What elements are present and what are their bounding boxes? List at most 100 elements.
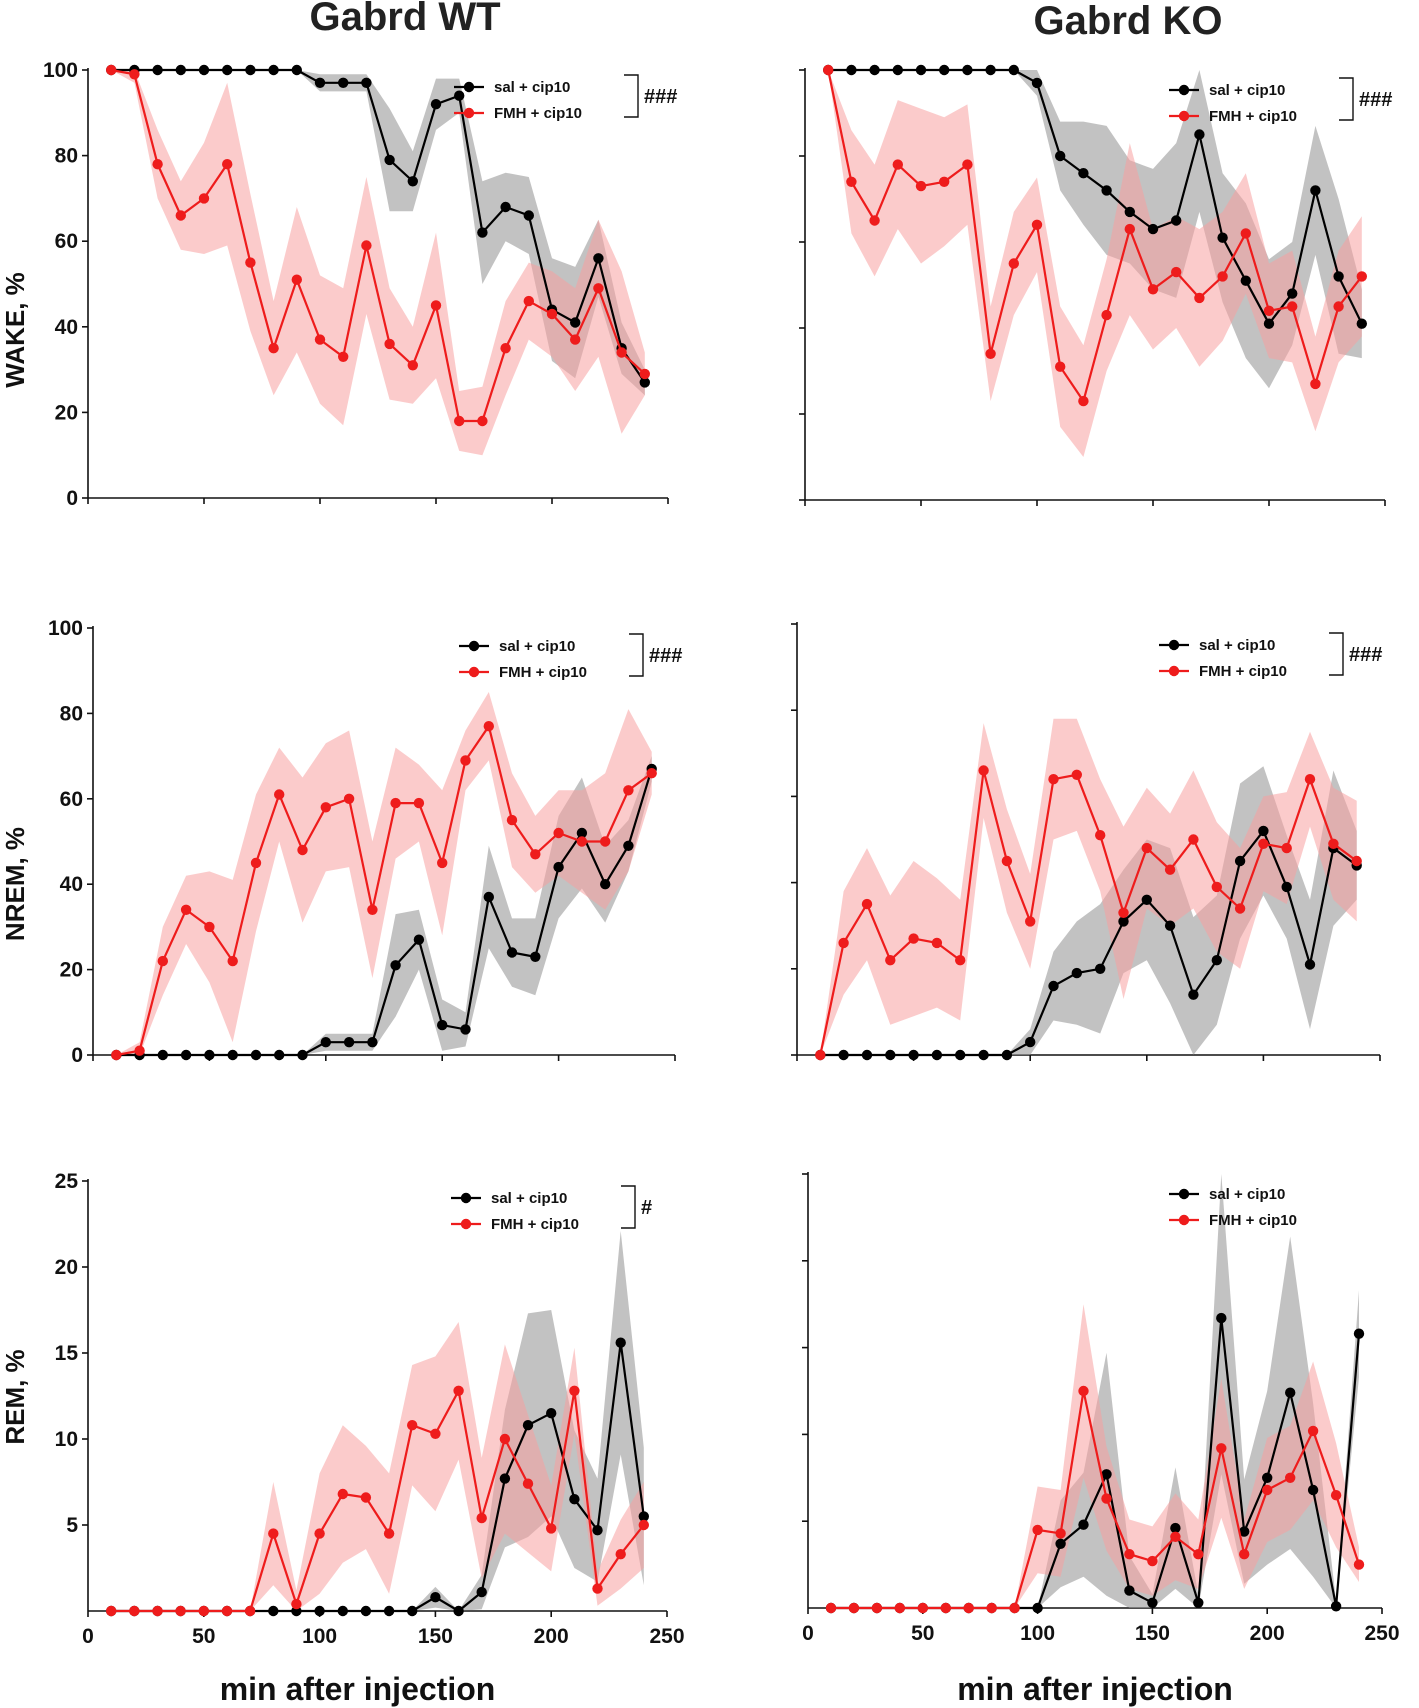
data-point-black bbox=[638, 1511, 649, 1522]
data-point-red bbox=[198, 193, 210, 204]
data-point-red bbox=[825, 1602, 837, 1614]
y-tick-label: 0 bbox=[66, 487, 78, 510]
data-point-black bbox=[338, 77, 349, 89]
data-point-red bbox=[1147, 1555, 1158, 1567]
data-point-black bbox=[639, 377, 650, 388]
data-point-red bbox=[1055, 361, 1066, 372]
data-point-black bbox=[314, 1605, 325, 1617]
sem-band-black bbox=[111, 70, 645, 396]
data-point-red bbox=[1307, 1425, 1319, 1437]
data-point-red bbox=[361, 240, 372, 251]
legend-marker-red bbox=[468, 666, 480, 678]
y-tick-label: 40 bbox=[55, 316, 78, 339]
data-point-red bbox=[939, 176, 950, 187]
data-point-black bbox=[570, 317, 581, 328]
y-tick-label: 0 bbox=[71, 1044, 83, 1067]
significance-bracket bbox=[629, 633, 644, 677]
y-axis-label: REM, % bbox=[0, 1349, 30, 1444]
legend-label-red: FMH + cip10 bbox=[491, 1216, 579, 1233]
data-point-red bbox=[407, 360, 418, 371]
data-point-red bbox=[430, 1428, 441, 1440]
x-tick-label: 200 bbox=[534, 1625, 569, 1648]
data-point-black bbox=[530, 951, 541, 962]
significance-marker: ### bbox=[1359, 89, 1392, 111]
data-point-red bbox=[1101, 309, 1112, 321]
data-point-red bbox=[616, 347, 627, 358]
data-point-black bbox=[892, 64, 903, 76]
data-point-red bbox=[1216, 1443, 1227, 1454]
legend-marker-red bbox=[1178, 1214, 1190, 1226]
data-point-black bbox=[250, 1049, 262, 1061]
legend: sal + cip10 FMH + cip10 bbox=[451, 1190, 579, 1233]
data-point-red bbox=[908, 933, 919, 944]
data-point-black bbox=[476, 1586, 487, 1598]
data-point-black bbox=[546, 1408, 557, 1419]
data-point-red bbox=[129, 1605, 140, 1617]
x-tick-label: 200 bbox=[1250, 1622, 1285, 1645]
data-point-black bbox=[838, 1049, 849, 1061]
data-point-black bbox=[592, 1525, 603, 1536]
data-point-black bbox=[453, 1605, 464, 1617]
y-tick-label: 100 bbox=[48, 617, 83, 640]
legend-label-red: FMH + cip10 bbox=[1209, 1212, 1297, 1229]
data-point-black bbox=[500, 201, 511, 213]
data-point-red bbox=[1032, 1524, 1043, 1536]
data-point-red bbox=[245, 257, 256, 268]
data-point-black bbox=[383, 1605, 395, 1617]
data-point-red bbox=[1025, 916, 1036, 927]
y-tick-label: 100 bbox=[43, 59, 78, 82]
data-point-red bbox=[343, 793, 355, 804]
y-tick-label: 10 bbox=[55, 1428, 78, 1451]
data-point-red bbox=[1262, 1484, 1273, 1496]
data-point-black bbox=[437, 1019, 448, 1031]
data-point-red bbox=[638, 1519, 649, 1531]
data-point-red bbox=[222, 159, 233, 170]
x-tick-label: 0 bbox=[802, 1622, 814, 1645]
panel-nrem-ko: sal + cip10 FMH + cip10 ### bbox=[791, 622, 1382, 1061]
data-point-red bbox=[1285, 1472, 1296, 1484]
data-point-black bbox=[931, 1049, 943, 1061]
data-point-black bbox=[576, 827, 588, 839]
sem-band-black bbox=[116, 756, 652, 1055]
data-point-red bbox=[320, 802, 331, 813]
data-point-red bbox=[297, 844, 308, 856]
column-title-ko: Gabrd KO bbox=[1034, 0, 1223, 43]
data-point-black bbox=[955, 1049, 966, 1061]
data-point-red bbox=[476, 1512, 487, 1524]
legend-marker-red bbox=[460, 1218, 472, 1230]
data-point-red bbox=[1330, 1490, 1342, 1501]
data-point-red bbox=[291, 274, 302, 285]
y-tick-label: 15 bbox=[55, 1342, 79, 1365]
data-point-red bbox=[1124, 1549, 1135, 1560]
legend-marker-black bbox=[468, 640, 480, 652]
y-tick-label: 20 bbox=[55, 1256, 78, 1279]
data-point-red bbox=[955, 955, 966, 966]
data-point-black bbox=[1217, 232, 1228, 243]
legend-label-black: sal + cip10 bbox=[1209, 1186, 1285, 1203]
data-point-red bbox=[838, 937, 849, 949]
data-point-red bbox=[846, 176, 857, 187]
data-point-black bbox=[861, 1049, 873, 1061]
data-point-black bbox=[460, 1024, 471, 1035]
data-point-red bbox=[1095, 830, 1106, 841]
data-point-red bbox=[894, 1602, 905, 1614]
data-point-black bbox=[1147, 1597, 1158, 1609]
data-point-black bbox=[1304, 959, 1316, 970]
data-point-red bbox=[523, 295, 534, 307]
data-point-black bbox=[361, 77, 372, 89]
data-point-black bbox=[1124, 206, 1136, 218]
data-point-black bbox=[1333, 271, 1344, 282]
data-point-red bbox=[437, 857, 448, 869]
column-title-wt: Gabrd WT bbox=[309, 0, 500, 39]
significance-marker: ### bbox=[644, 86, 677, 108]
data-point-black bbox=[268, 64, 279, 76]
data-point-red bbox=[1124, 223, 1136, 235]
significance-marker: ### bbox=[1349, 644, 1382, 666]
data-point-red bbox=[592, 1583, 603, 1594]
data-point-black bbox=[1310, 185, 1321, 196]
data-point-black bbox=[1147, 223, 1159, 235]
data-point-black bbox=[1356, 318, 1368, 329]
data-point-black bbox=[1071, 967, 1083, 979]
